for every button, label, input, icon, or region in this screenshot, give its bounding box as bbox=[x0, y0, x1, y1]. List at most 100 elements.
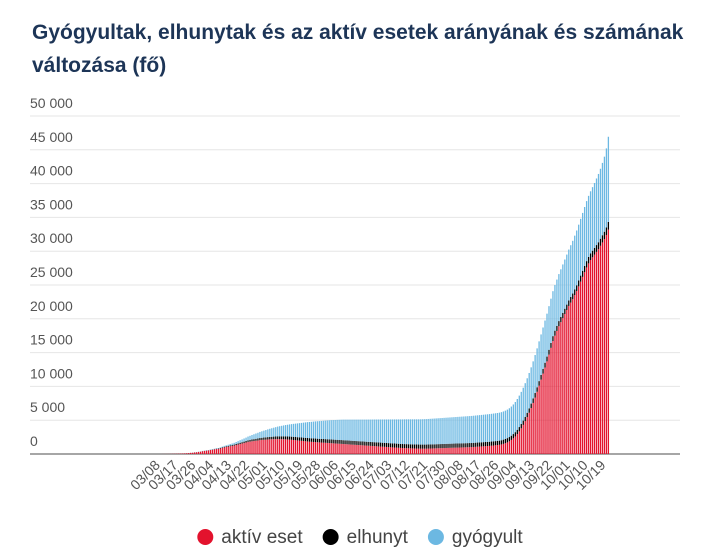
bar-segment bbox=[550, 298, 552, 343]
bar-segment bbox=[534, 397, 536, 454]
bar-segment bbox=[332, 439, 334, 444]
bar-segment bbox=[316, 442, 318, 454]
legend-label: gyógyult bbox=[452, 527, 523, 548]
bar-segment bbox=[376, 442, 378, 447]
bar-segment bbox=[560, 316, 562, 323]
bar-segment bbox=[564, 314, 566, 454]
bar-segment bbox=[259, 438, 261, 441]
bar-segment bbox=[484, 442, 487, 447]
bar-segment bbox=[576, 291, 578, 454]
bar-segment bbox=[342, 440, 344, 444]
bar-segment bbox=[263, 439, 265, 454]
bar-segment bbox=[314, 442, 316, 454]
bar-segment bbox=[286, 439, 289, 454]
bar-segment bbox=[314, 421, 316, 439]
bar-segment bbox=[302, 441, 305, 454]
bar-segment bbox=[538, 381, 540, 386]
bar-segment bbox=[265, 430, 267, 438]
bar-segment bbox=[429, 448, 431, 454]
bar-segment bbox=[235, 443, 237, 446]
bar-segment bbox=[479, 442, 481, 447]
bar-segment bbox=[336, 443, 338, 454]
bar-segment bbox=[486, 446, 489, 454]
y-tick-label: 10 000 bbox=[30, 365, 73, 381]
bar-segment bbox=[255, 438, 257, 441]
bar-segment bbox=[542, 327, 544, 369]
bar-segment bbox=[568, 249, 570, 301]
bar-segment bbox=[536, 348, 538, 388]
bar-segment bbox=[352, 419, 354, 441]
bar-segment bbox=[269, 428, 271, 437]
bar-segment bbox=[603, 239, 606, 454]
y-tick-label: 35 000 bbox=[30, 196, 73, 212]
bar-segment bbox=[286, 424, 289, 437]
bar-segment bbox=[494, 413, 497, 442]
bar-segment bbox=[502, 439, 505, 444]
bar-segment bbox=[548, 354, 550, 454]
bar-segment bbox=[366, 441, 368, 446]
bar-segment bbox=[401, 419, 404, 445]
bar-segment bbox=[356, 444, 358, 454]
bar-segment bbox=[542, 373, 544, 454]
bar-segment bbox=[221, 447, 223, 448]
bar-segment bbox=[195, 452, 198, 454]
bar-segment bbox=[288, 436, 291, 440]
bar-segment bbox=[283, 439, 285, 454]
bar-segment bbox=[225, 446, 227, 454]
bar-segment bbox=[467, 447, 469, 454]
bar-segment bbox=[423, 444, 425, 449]
bar-segment bbox=[435, 448, 437, 454]
bar-segment bbox=[393, 419, 396, 444]
bar-segment bbox=[227, 444, 229, 446]
bar-segment bbox=[269, 436, 271, 440]
bar-segment bbox=[473, 415, 475, 443]
bar-segment bbox=[562, 318, 564, 454]
bar-segment bbox=[494, 441, 497, 446]
bar-segment bbox=[492, 445, 495, 454]
bar-segment bbox=[207, 450, 210, 454]
bar-segment bbox=[342, 419, 344, 441]
bar-segment bbox=[536, 391, 538, 454]
bar-segment bbox=[191, 452, 194, 454]
bar-segment bbox=[514, 432, 516, 437]
bar-segment bbox=[566, 254, 568, 305]
bar-segment bbox=[322, 442, 324, 454]
bar-segment bbox=[471, 447, 473, 454]
bar-segment bbox=[488, 414, 491, 442]
y-tick-label: 40 000 bbox=[30, 163, 73, 179]
bar-segment bbox=[538, 385, 540, 454]
bar-segment bbox=[344, 440, 346, 445]
bar-segment bbox=[502, 411, 505, 440]
bar-segment bbox=[481, 414, 483, 443]
bar-segment bbox=[397, 443, 400, 448]
bar-segment bbox=[508, 441, 511, 454]
bar-segment bbox=[405, 448, 408, 454]
bar-segment bbox=[318, 442, 320, 454]
bar-segment bbox=[378, 419, 380, 443]
bar-segment bbox=[572, 240, 574, 294]
bar-segment bbox=[318, 438, 320, 443]
bar-segment bbox=[251, 434, 253, 440]
bar-segment bbox=[465, 447, 467, 454]
bar-segment bbox=[583, 207, 586, 266]
bar-segment bbox=[376, 419, 378, 443]
bar-segment bbox=[566, 304, 568, 311]
bar-segment bbox=[288, 439, 291, 454]
bar-segment bbox=[397, 419, 400, 444]
bar-segment bbox=[423, 419, 425, 445]
bar-segment bbox=[552, 341, 554, 454]
bar-segment bbox=[461, 416, 463, 444]
bar-segment bbox=[580, 218, 582, 276]
bar-segment bbox=[348, 419, 350, 441]
bar-segment bbox=[591, 250, 594, 258]
bar-segment bbox=[243, 438, 245, 442]
bar-segment bbox=[576, 230, 578, 286]
bar-segment bbox=[540, 379, 542, 454]
bar-segment bbox=[471, 442, 473, 448]
bar-segment bbox=[455, 443, 457, 448]
bar-segment bbox=[233, 442, 235, 445]
bar-segment bbox=[419, 444, 421, 449]
bar-segment bbox=[526, 412, 528, 418]
bar-segment bbox=[231, 445, 233, 454]
